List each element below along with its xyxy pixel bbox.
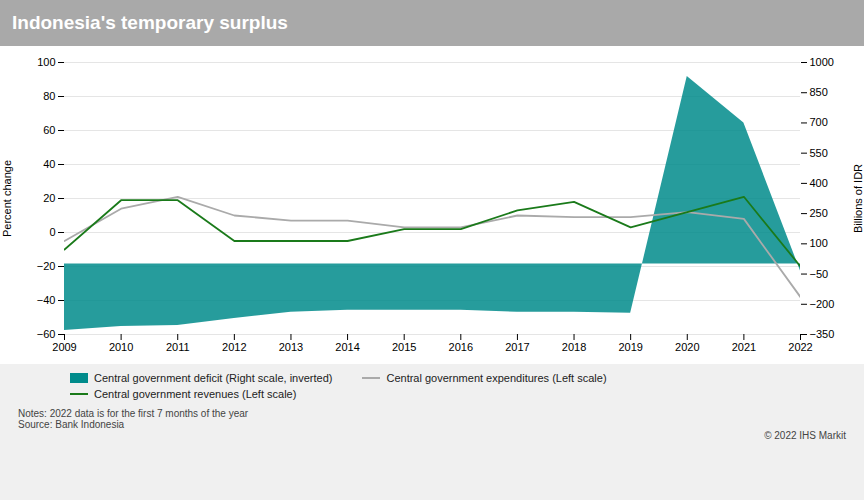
svg-text:−350: −350 bbox=[810, 328, 835, 340]
svg-text:2010: 2010 bbox=[109, 341, 133, 353]
svg-text:2012: 2012 bbox=[222, 341, 246, 353]
svg-text:−60: −60 bbox=[37, 328, 56, 340]
svg-text:−50: −50 bbox=[810, 268, 829, 280]
svg-text:250: 250 bbox=[810, 207, 828, 219]
svg-text:40: 40 bbox=[43, 158, 55, 170]
svg-text:400: 400 bbox=[810, 177, 828, 189]
html-text:Indonesia's temporary surplus: Indonesia's temporary surplus bbox=[12, 12, 288, 33]
svg-text:700: 700 bbox=[810, 116, 828, 128]
svg-text:−20: −20 bbox=[37, 260, 56, 272]
svg-text:850: 850 bbox=[810, 86, 828, 98]
svg-text:2017: 2017 bbox=[505, 341, 529, 353]
svg-text:550: 550 bbox=[810, 147, 828, 159]
svg-text:−40: −40 bbox=[37, 294, 56, 306]
svg-text:2016: 2016 bbox=[449, 341, 473, 353]
html-text:Central government deficit (Ri: Central government deficit (Right scale,… bbox=[94, 372, 333, 384]
svg-text:60: 60 bbox=[43, 124, 55, 136]
svg-text:2009: 2009 bbox=[52, 341, 76, 353]
html-text:Notes: 2022 data is for the fi: Notes: 2022 data is for the first 7 mont… bbox=[18, 408, 249, 430]
svg-text:Billions of IDR: Billions of IDR bbox=[852, 164, 864, 233]
svg-text:2015: 2015 bbox=[392, 341, 416, 353]
html-text:Central government expenditure: Central government expenditures (Left sc… bbox=[386, 372, 607, 384]
svg-text:2018: 2018 bbox=[562, 341, 586, 353]
svg-text:2011: 2011 bbox=[166, 341, 190, 353]
svg-text:−200: −200 bbox=[810, 298, 835, 310]
svg-text:100: 100 bbox=[810, 237, 828, 249]
svg-text:Percent change: Percent change bbox=[1, 160, 13, 237]
svg-text:2019: 2019 bbox=[618, 341, 642, 353]
svg-text:1000: 1000 bbox=[810, 56, 834, 68]
svg-text:2020: 2020 bbox=[675, 341, 699, 353]
html-text:Central government revenues (L: Central government revenues (Left scale) bbox=[94, 388, 297, 400]
html-text:© 2022 IHS Markit: © 2022 IHS Markit bbox=[764, 430, 846, 441]
svg-text:0: 0 bbox=[49, 226, 55, 238]
svg-text:80: 80 bbox=[43, 90, 55, 102]
svg-text:2022: 2022 bbox=[788, 341, 812, 353]
svg-text:2013: 2013 bbox=[279, 341, 303, 353]
svg-text:2021: 2021 bbox=[732, 341, 756, 353]
svg-text:2014: 2014 bbox=[335, 341, 359, 353]
svg-text:20: 20 bbox=[43, 192, 55, 204]
svg-text:100: 100 bbox=[37, 56, 55, 68]
